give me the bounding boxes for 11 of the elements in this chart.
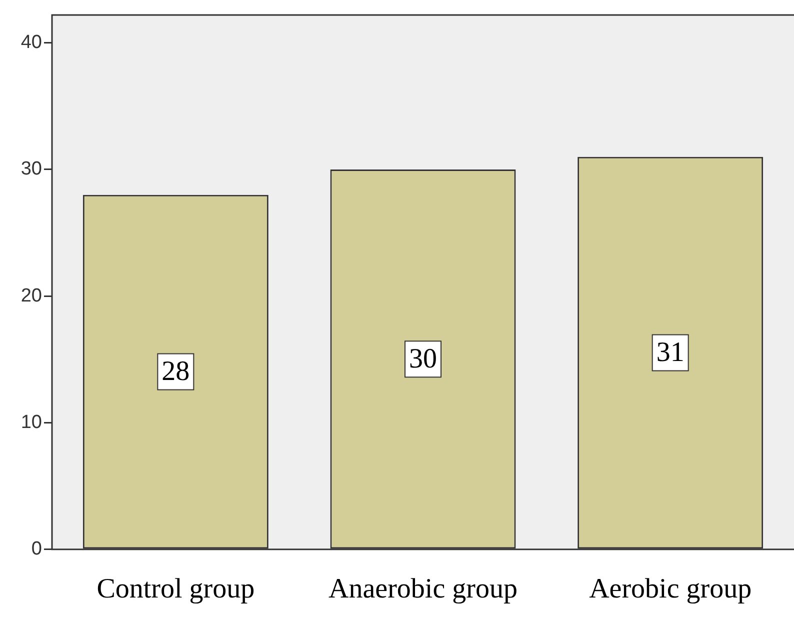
y-tick-label: 10 bbox=[20, 412, 42, 433]
y-tick-label: 20 bbox=[20, 285, 42, 306]
x-tick-label: Aerobic group bbox=[589, 574, 752, 605]
x-tick-label: Control group bbox=[96, 574, 255, 605]
y-tick-label: 0 bbox=[31, 538, 42, 560]
data-label: 31 bbox=[656, 337, 684, 368]
x-tick-label: Anaerobic group bbox=[328, 574, 518, 605]
data-label: 28 bbox=[162, 356, 190, 388]
y-tick-label: 40 bbox=[20, 32, 42, 54]
y-tick-label: 30 bbox=[20, 158, 42, 180]
data-label: 30 bbox=[409, 343, 437, 374]
